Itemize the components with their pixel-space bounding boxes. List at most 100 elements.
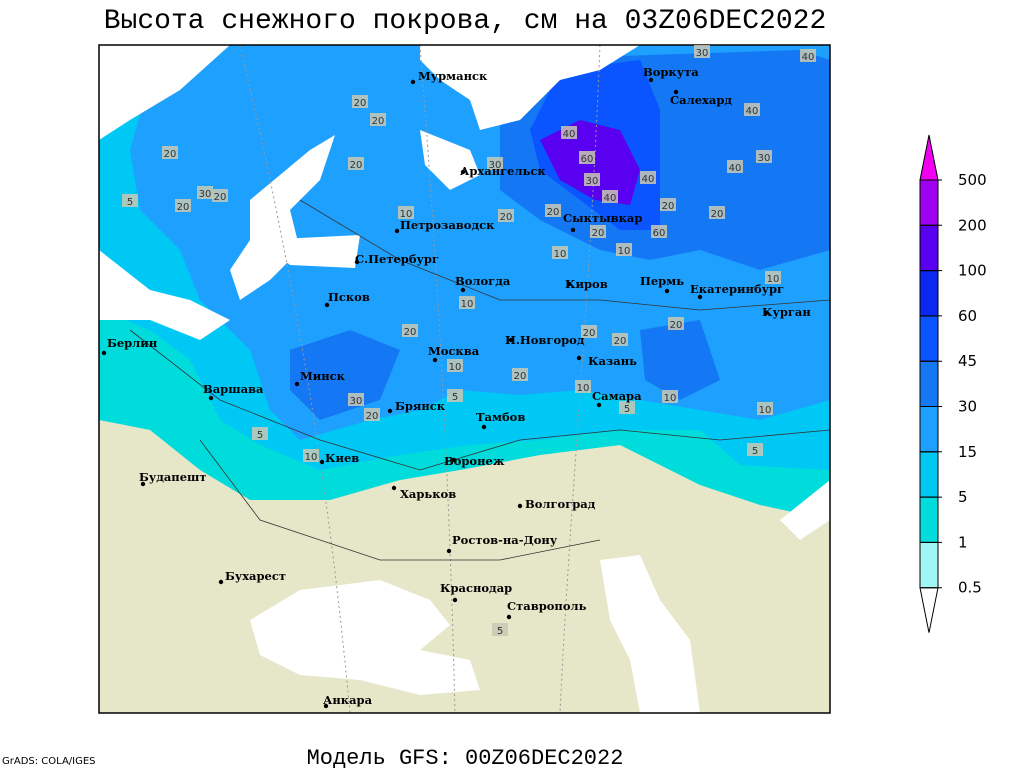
legend-label: 500 [958,171,987,189]
contour-label: 10 [664,393,677,404]
city-dot [323,703,329,709]
city-label: Салехард [670,93,732,107]
contour-label-box [765,271,781,284]
city-label: Киев [325,451,359,465]
contour-label: 20 [592,228,605,239]
contour-label: 10 [461,299,474,310]
map-area [99,45,830,713]
city-label: Краснодар [440,581,512,595]
contour-label-box [612,333,628,346]
contour-label: 10 [577,383,590,394]
contour-label: 40 [642,174,655,185]
city-label: Псков [328,290,370,304]
contour-label: 10 [400,209,413,220]
contour-label: 20 [711,209,724,220]
contour-label-box [756,150,772,163]
city-dot [664,288,670,294]
contour-label: 20 [354,98,367,109]
contour-label-box [487,157,503,170]
city-label: Курган [762,305,811,319]
contour-label-box [616,243,632,256]
contour-label-box [575,380,591,393]
city-dot [101,350,107,356]
sea [99,45,830,713]
contour-label: 20 [547,207,560,218]
contour-label-box [212,189,228,202]
legend-label: 45 [958,352,977,370]
contour-label: 10 [449,362,462,373]
city-label: Вологда [455,274,511,288]
graticule [99,45,830,713]
city-dot [570,227,576,233]
contour-label: 20 [214,192,227,203]
city-dot [324,302,330,308]
legend-swatch [919,360,939,408]
city-label: Волгоград [525,497,596,511]
contour-label-box [459,296,475,309]
city-dot [673,89,679,95]
legend-swatch [919,496,939,543]
city-label: Екатеринбург [690,282,784,296]
contour-label: 20 [614,336,627,347]
city-label: Москва [428,344,480,358]
contour-label: 20 [350,160,363,171]
city-dot [394,228,400,234]
city-dot [460,287,466,293]
contour-label: 5 [257,430,263,441]
city-dot [387,408,393,414]
city-dot [566,281,572,287]
contour-label: 40 [563,129,576,140]
contour-label: 60 [653,228,666,239]
borders [129,199,830,561]
city-label: Петрозаводск [400,218,495,232]
legend-swatch [919,270,939,317]
city-dot [354,259,360,265]
city-dot [432,357,438,363]
city-label: Тамбов [476,410,525,424]
city-dot [648,77,654,83]
contour-label-box [348,157,364,170]
contour-label: 10 [618,246,631,257]
city-label: Берлин [107,336,158,350]
contour-label: 40 [746,106,759,117]
contour-label-box [581,325,597,338]
city-label: Варшава [203,382,264,396]
contour-label-box [303,449,319,462]
city-label: Мурманск [418,69,488,83]
city-dot [208,395,214,401]
contour-label-box [364,408,380,421]
contour-label-box [579,151,595,164]
city-label: Ставрополь [507,599,587,613]
contour-label-box [619,401,635,414]
contour-label: 30 [350,396,363,407]
snow-30-45 [290,50,830,420]
city-dot [517,503,523,509]
contour-label: 20 [164,149,177,160]
city-label: Воронеж [444,454,505,468]
contour-label-box [660,198,676,211]
city-label: Брянск [395,399,446,413]
contour-label-box [744,103,760,116]
city-label: Казань [588,354,637,368]
contour-label: 20 [404,327,417,338]
contour-label: 30 [696,48,709,59]
contour-label-box [122,194,138,207]
legend-swatch [919,406,939,453]
contour-label-box [398,206,414,219]
legend-label: 100 [958,262,987,280]
contour-label: 60 [581,154,594,165]
contour-label: 20 [514,371,527,382]
contour-label: 30 [586,176,599,187]
contour-label-box [348,393,364,406]
legend-top-triangle [919,134,939,181]
city-label: Н.Новгород [505,333,585,347]
contour-label: 5 [752,446,758,457]
contour-label: 40 [729,163,742,174]
legend-label: 30 [958,398,977,416]
contour-label: 20 [500,212,513,223]
legend-bottom-triangle [919,587,939,633]
contour-label-box [590,225,606,238]
contour-label-box [370,113,386,126]
